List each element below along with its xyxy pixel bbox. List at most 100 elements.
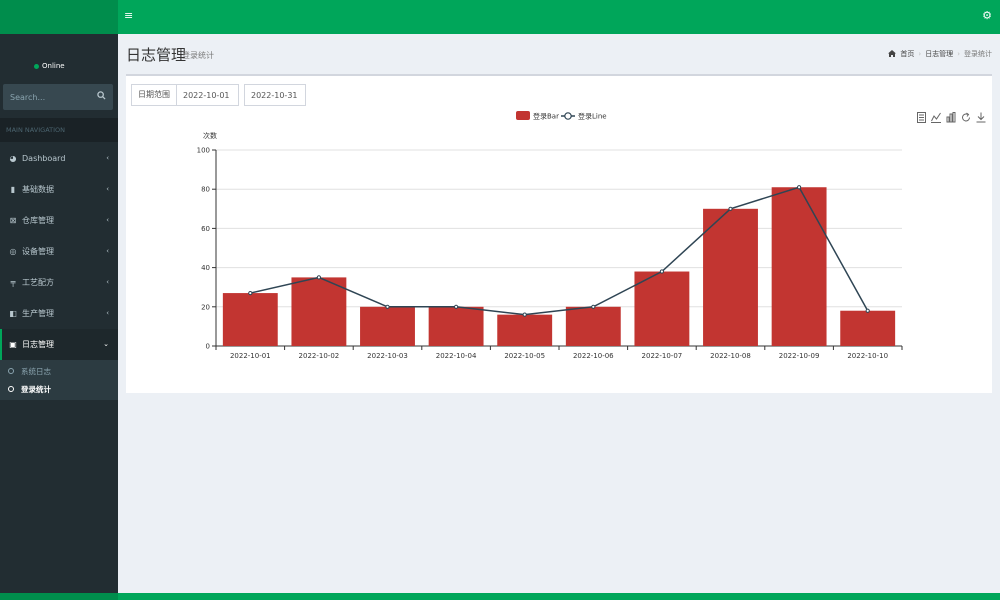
legend-bar-swatch [516, 111, 530, 120]
sidebar-subitem-system-log[interactable]: 系统日志 [0, 362, 118, 380]
user-status-label: Online [42, 62, 65, 70]
breadcrumb-separator: › [957, 50, 960, 58]
line-switch-icon[interactable] [931, 112, 941, 124]
bar [634, 271, 690, 346]
circle-icon [8, 386, 14, 392]
line-point [797, 185, 802, 190]
y-tick-label: 80 [201, 186, 210, 194]
bar [497, 314, 553, 346]
bar [428, 306, 484, 346]
chevron-left-icon: ‹ [106, 247, 109, 255]
production-icon: ◧ [9, 309, 17, 318]
legend-line-marker [564, 112, 572, 120]
sidebar-item-formula[interactable]: ╤ 工艺配方 ‹ [0, 267, 118, 298]
chevron-left-icon: ‹ [106, 278, 109, 286]
sidebar-nav: ◕ Dashboard ‹ ▮ 基础数据 ‹ ⊠ 仓库管理 ‹ ◎ 设备管理 ‹… [0, 143, 118, 400]
x-tick-label: 2022-10-09 [779, 352, 820, 360]
sidebar-subitem-label: 系统日志 [21, 366, 51, 376]
sidebar-item-label: 工艺配方 [22, 278, 54, 287]
line-point [316, 275, 321, 280]
breadcrumb: 首页 › 日志管理 › 登录统计 [888, 49, 992, 59]
search-icon[interactable] [97, 91, 107, 101]
x-tick-label: 2022-10-02 [299, 352, 340, 360]
sidebar-subitem-login-stats[interactable]: 登录统计 [0, 380, 118, 398]
save-image-icon[interactable] [976, 112, 986, 124]
user-status: Online [34, 62, 65, 70]
chart-box: 日期范围 0 20 40 60 80 100 次数 2022-10-01 2022-10-02 2… [126, 74, 992, 393]
dashboard-icon: ◕ [9, 154, 17, 163]
y-tick-label: 0 [206, 343, 210, 351]
logo-area[interactable] [0, 0, 118, 34]
sidebar: Online MAIN NAVIGATION ◕ Dashboard ‹ ▮ 基… [0, 34, 118, 600]
sidebar-item-label: 生产管理 [22, 309, 54, 318]
chart-toolbox [916, 112, 986, 124]
y-tick-label: 100 [197, 147, 210, 155]
x-tick-label: 2022-10-01 [230, 352, 271, 360]
line-point [659, 269, 665, 274]
footer-bar [0, 593, 1000, 600]
page-subtitle: 登录统计 [182, 51, 214, 60]
y-tick-label: 40 [201, 264, 210, 272]
legend-bar-label: 登录Bar [533, 112, 559, 121]
gears-icon[interactable]: ⚙ [982, 9, 992, 22]
chevron-left-icon: ‹ [106, 154, 109, 162]
search-input[interactable] [3, 84, 91, 110]
series-line [250, 186, 869, 316]
bar [291, 277, 347, 346]
line-point [865, 308, 870, 313]
line-point [385, 304, 390, 309]
x-tick-label: 2022-10-06 [573, 352, 614, 360]
sidebar-item-label: 设备管理 [22, 247, 54, 256]
device-icon: ◎ [9, 247, 17, 256]
circle-icon [8, 368, 14, 374]
breadcrumb-separator: › [918, 50, 922, 58]
x-tick-label: 2022-10-10 [847, 352, 888, 360]
breadcrumb-parent[interactable]: 日志管理 [925, 50, 954, 58]
content-header: 日志管理 登录统计 首页 › 日志管理 › 登录统计 [118, 34, 1000, 74]
sidebar-item-log[interactable]: ▣ 日志管理 ⌄ [0, 329, 118, 360]
sidebar-item-label: 基础数据 [22, 185, 54, 194]
book-icon: ▮ [10, 185, 16, 194]
sidebar-item-production[interactable]: ◧ 生产管理 ‹ [0, 298, 118, 329]
date-range-label: 日期范围 [131, 84, 177, 106]
hamburger-icon[interactable]: ≡ [124, 9, 134, 22]
sidebar-item-dashboard[interactable]: ◕ Dashboard ‹ [0, 143, 118, 174]
sidebar-subitem-label: 登录统计 [21, 384, 51, 394]
x-tick-label: 2022-10-04 [436, 352, 477, 360]
bar [771, 187, 827, 346]
bar [222, 293, 278, 346]
bar-switch-icon[interactable] [946, 112, 956, 124]
data-view-icon[interactable] [916, 112, 926, 124]
x-tick-label: 2022-10-05 [504, 352, 545, 360]
line-point [728, 206, 733, 211]
bar [565, 306, 621, 346]
sidebar-item-base-data[interactable]: ▮ 基础数据 ‹ [0, 174, 118, 205]
chevron-left-icon: ‹ [106, 185, 109, 193]
line-point [591, 304, 596, 309]
legend-line-label: 登录Line [578, 112, 607, 121]
online-dot-icon [34, 63, 39, 69]
bar [703, 208, 758, 346]
y-tick-label: 20 [201, 303, 210, 311]
x-tick-label: 2022-10-07 [642, 352, 683, 360]
sidebar-item-label: 仓库管理 [22, 216, 54, 225]
home-icon [888, 49, 897, 59]
formula-icon: ╤ [10, 278, 16, 287]
warehouse-icon: ⊠ [9, 216, 17, 225]
sidebar-item-label: 日志管理 [22, 340, 54, 349]
sidebar-search [3, 84, 113, 110]
line-point [522, 312, 527, 317]
log-submenu: 系统日志 登录统计 [0, 360, 118, 400]
breadcrumb-home[interactable]: 首页 [900, 50, 915, 58]
x-tick-label: 2022-10-08 [710, 352, 751, 360]
bar [840, 310, 896, 346]
start-date-input[interactable] [177, 84, 239, 106]
end-date-input[interactable] [244, 84, 306, 106]
page-title: 日志管理 [126, 46, 187, 64]
line-point [248, 290, 253, 296]
sidebar-item-warehouse[interactable]: ⊠ 仓库管理 ‹ [0, 205, 118, 236]
sidebar-item-device[interactable]: ◎ 设备管理 ‹ [0, 236, 118, 267]
line-point [454, 304, 459, 309]
x-tick-label: 2022-10-03 [367, 352, 408, 360]
restore-icon[interactable] [961, 112, 971, 124]
